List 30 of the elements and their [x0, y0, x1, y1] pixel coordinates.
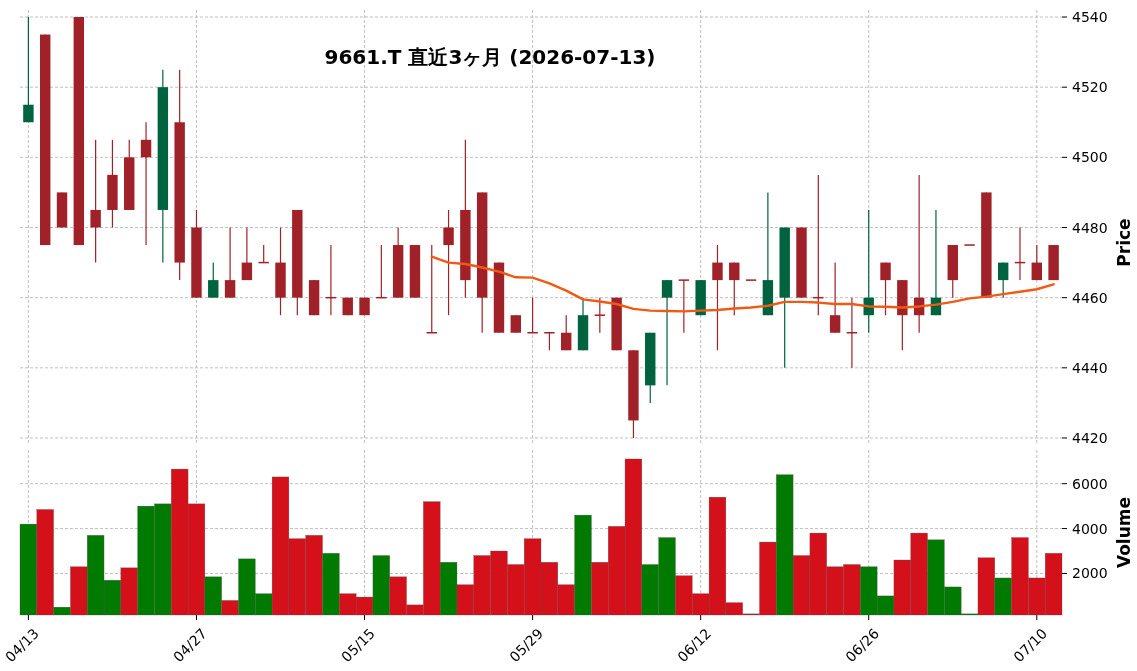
y-axis-title: Price [1114, 218, 1134, 267]
y-tick-label: 4540 [1072, 9, 1108, 26]
candlestick [90, 139, 101, 264]
candlestick [1031, 244, 1042, 281]
y-tick-label: 4520 [1072, 79, 1108, 96]
candlestick [880, 261, 891, 316]
candlestick [678, 279, 690, 334]
candlestick [224, 226, 236, 299]
candlestick [443, 209, 454, 316]
y-tick-label: 4420 [1072, 429, 1108, 446]
candlestick [140, 121, 152, 246]
y-tick-label: 4440 [1072, 359, 1108, 376]
y-tick-label: 4000 [1072, 520, 1108, 537]
candlestick [729, 261, 740, 316]
y-tick-label: 2000 [1072, 565, 1108, 582]
candlestick [241, 226, 253, 281]
y-tick-label: 4480 [1072, 219, 1108, 236]
candlestick [712, 244, 723, 351]
y-tick-label: 4500 [1072, 149, 1108, 166]
y-tick-label: 4460 [1072, 289, 1108, 306]
candlestick [997, 261, 1009, 299]
y-axis-title: Volume [1114, 496, 1134, 569]
candlestick [208, 261, 219, 299]
candlestick [661, 279, 673, 386]
candlestick [561, 314, 572, 351]
candlestick [594, 297, 606, 334]
candlestick [829, 261, 841, 334]
candlestick [23, 16, 34, 123]
text: 9661.T 直近3ヶ月 (2026-07-13) [324, 45, 656, 69]
y-tick-label: 6000 [1072, 475, 1108, 492]
